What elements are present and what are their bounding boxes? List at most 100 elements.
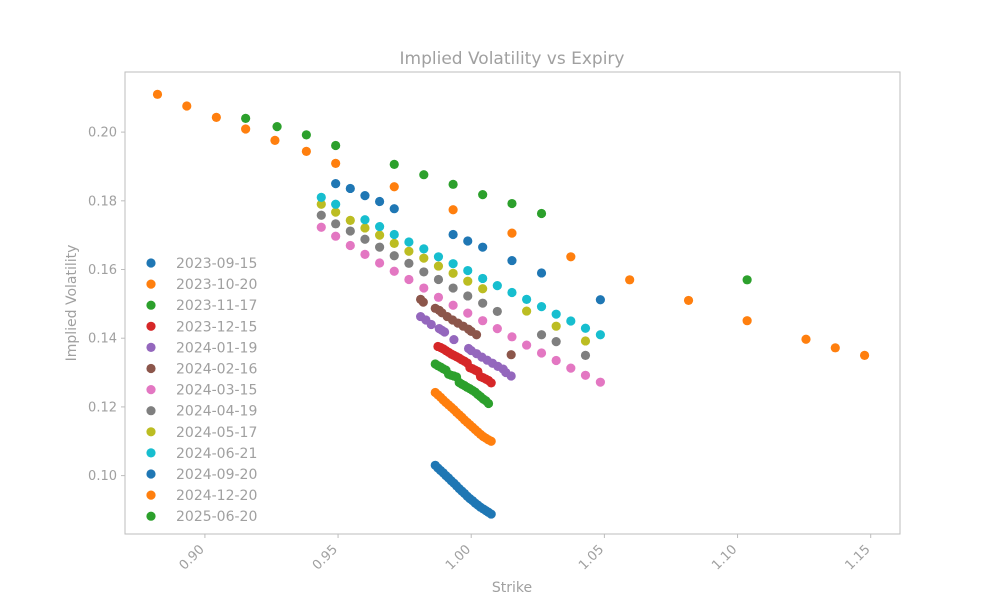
data-point xyxy=(270,135,280,145)
data-point xyxy=(389,159,399,169)
data-point xyxy=(211,112,221,122)
legend-marker xyxy=(146,321,156,331)
series-2023-10-20 xyxy=(430,387,496,446)
data-point xyxy=(316,222,326,232)
x-tick-label: 0.90 xyxy=(177,542,208,573)
data-point xyxy=(389,229,399,240)
data-point xyxy=(478,316,488,326)
data-point xyxy=(506,371,516,381)
data-point xyxy=(522,340,532,350)
data-point xyxy=(522,294,532,304)
legend-marker xyxy=(146,363,156,374)
data-point xyxy=(507,228,517,238)
data-point xyxy=(419,170,429,180)
legend-label: 2023-10-20 xyxy=(176,277,257,293)
x-tick-label: 0.95 xyxy=(310,542,341,573)
data-point xyxy=(536,208,547,219)
data-point xyxy=(486,378,496,388)
data-point xyxy=(486,509,496,519)
data-point xyxy=(595,377,605,387)
data-point xyxy=(241,113,251,123)
series-2024-01-19 xyxy=(416,311,516,381)
series-2024-04-19 xyxy=(316,210,591,360)
y-tick-label: 0.10 xyxy=(88,469,117,484)
data-point xyxy=(551,309,561,319)
data-point xyxy=(360,234,370,244)
y-tick-label: 0.18 xyxy=(88,194,117,209)
data-point xyxy=(331,158,341,168)
data-point xyxy=(507,198,517,209)
data-point xyxy=(448,283,458,293)
data-point xyxy=(483,398,494,409)
data-point xyxy=(375,258,385,268)
data-point xyxy=(448,259,458,269)
data-point xyxy=(580,370,591,380)
x-tick-label: 1.05 xyxy=(576,542,607,573)
data-point xyxy=(536,268,547,278)
plot-frame xyxy=(124,71,901,535)
data-point xyxy=(551,321,561,331)
legend-marker xyxy=(146,279,156,289)
legend-label: 2024-02-16 xyxy=(176,362,257,378)
data-point xyxy=(404,258,414,268)
data-point xyxy=(448,205,458,215)
x-tick-label: 1.10 xyxy=(709,542,740,573)
data-point xyxy=(463,236,473,246)
data-point xyxy=(566,252,576,262)
data-point xyxy=(551,355,561,366)
data-point xyxy=(389,182,399,192)
data-point xyxy=(389,266,399,276)
data-point xyxy=(418,297,428,307)
data-point xyxy=(375,230,385,240)
data-point xyxy=(448,300,458,310)
data-point xyxy=(463,291,473,301)
data-point xyxy=(345,240,355,251)
chart-title: Implied Volatility vs Expiry xyxy=(400,49,625,69)
data-point xyxy=(182,101,192,111)
data-point xyxy=(478,284,488,294)
data-point xyxy=(492,306,502,317)
legend-marker xyxy=(146,406,156,416)
data-point xyxy=(439,327,450,337)
data-point xyxy=(463,276,473,286)
data-point xyxy=(486,436,496,446)
legend-label: 2024-09-20 xyxy=(176,467,257,483)
data-point xyxy=(345,215,355,225)
data-point xyxy=(426,319,436,330)
series-2023-12-15 xyxy=(433,341,496,388)
data-point xyxy=(859,350,870,360)
data-point xyxy=(580,350,591,360)
series-2025-06-20 xyxy=(241,113,752,285)
y-tick-label: 0.14 xyxy=(88,332,117,347)
data-point xyxy=(272,122,282,132)
data-point xyxy=(433,274,444,285)
data-point xyxy=(522,306,532,316)
data-point xyxy=(448,268,458,278)
legend-marker xyxy=(146,469,156,479)
data-point xyxy=(536,348,547,358)
data-point xyxy=(331,231,341,241)
data-point xyxy=(331,179,341,189)
series-2024-05-17 xyxy=(316,199,591,346)
legend-marker xyxy=(146,448,156,458)
x-tick-label: 1.15 xyxy=(842,542,873,573)
y-tick-label: 0.20 xyxy=(88,126,117,141)
data-point xyxy=(478,242,488,252)
data-point xyxy=(566,363,576,373)
data-point xyxy=(301,130,311,140)
legend-marker xyxy=(146,300,156,310)
data-point xyxy=(331,199,341,209)
legend-label: 2024-03-15 xyxy=(176,383,257,399)
data-point xyxy=(331,140,341,151)
legend-marker xyxy=(146,385,156,395)
legend-label: 2023-12-15 xyxy=(176,319,257,335)
legend: 2023-09-15 2023-10-20 2023-11-17 2023-12-15… xyxy=(146,256,257,525)
data-point xyxy=(742,275,752,285)
data-point xyxy=(471,330,482,340)
data-point xyxy=(492,281,502,291)
data-point xyxy=(331,219,341,229)
data-point xyxy=(345,226,355,236)
data-point xyxy=(419,283,429,293)
series-2023-11-17 xyxy=(430,359,494,409)
legend-label: 2023-09-15 xyxy=(176,256,257,272)
